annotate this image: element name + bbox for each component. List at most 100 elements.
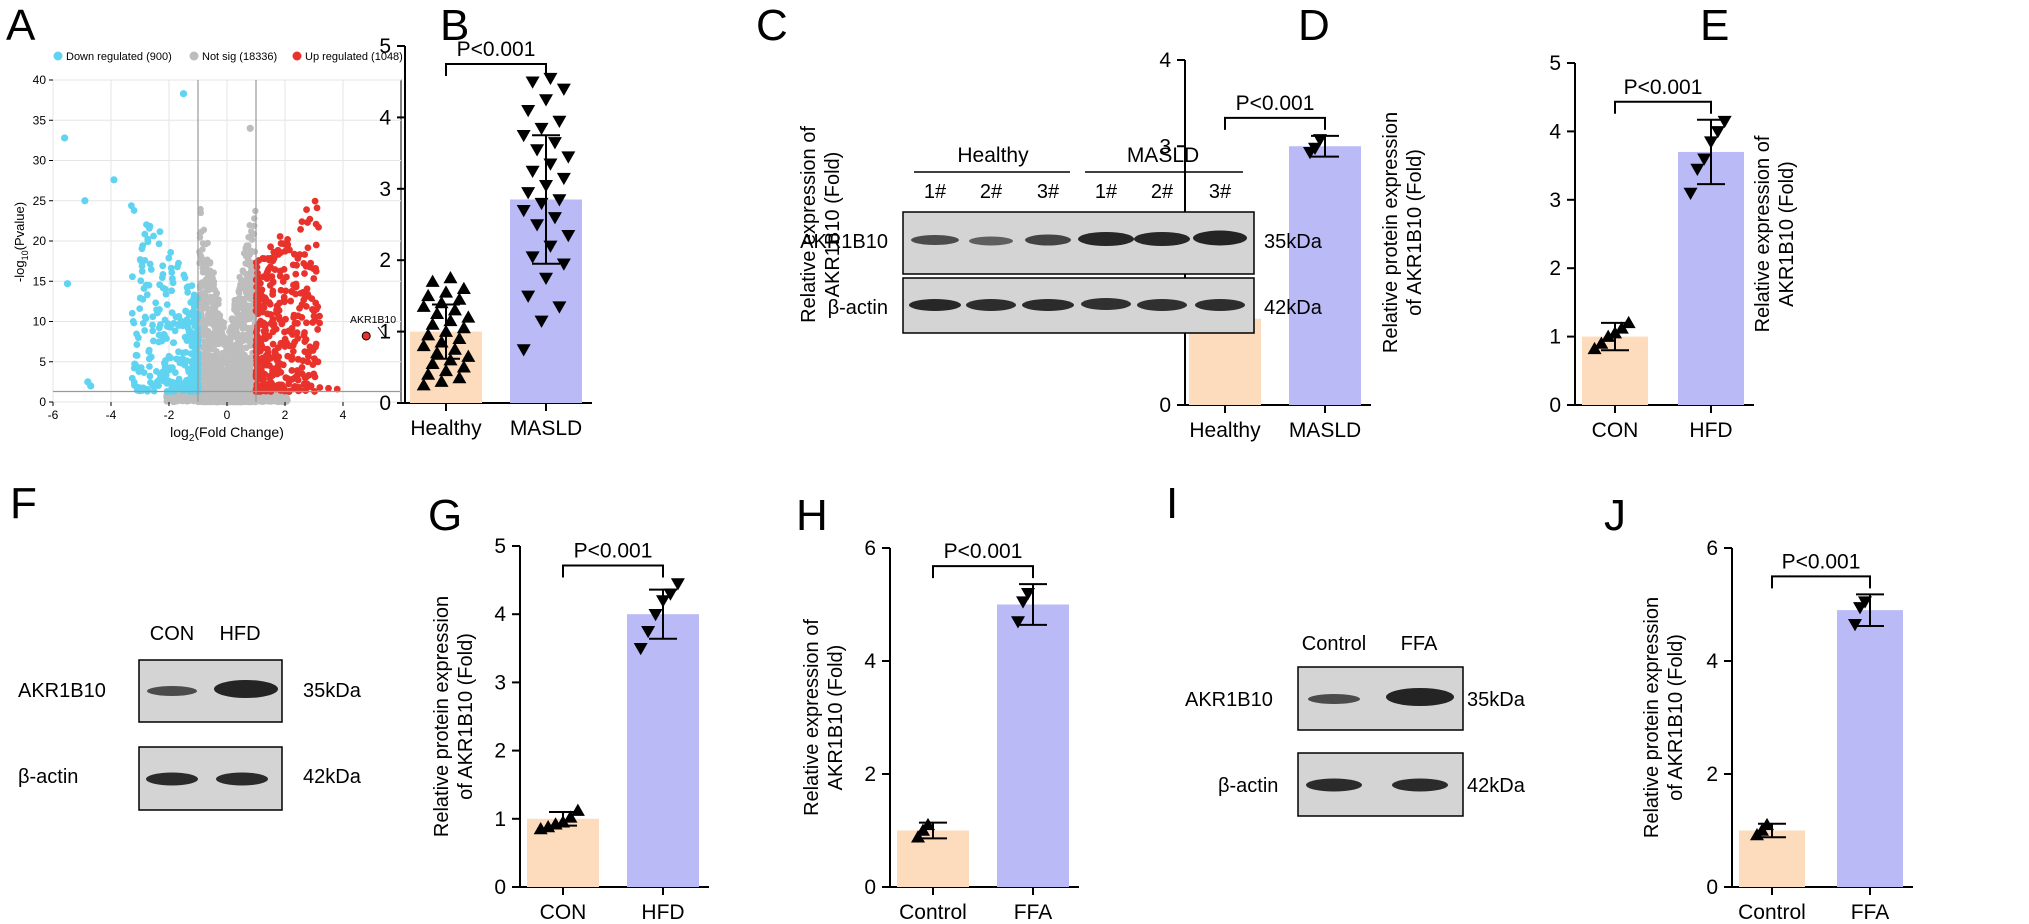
legend-swatch-up xyxy=(292,51,302,61)
point-down xyxy=(167,264,175,272)
point-notsig xyxy=(217,340,224,347)
point-up xyxy=(278,381,286,389)
blot-c-group-healthy: Healthy xyxy=(957,144,1029,167)
point-down xyxy=(183,357,191,365)
point-notsig xyxy=(239,267,247,274)
y-tick-label: 0 xyxy=(864,876,876,899)
blot-c-lane-2: 2# xyxy=(980,181,1003,203)
point-notsig xyxy=(278,393,285,400)
point-down xyxy=(174,321,182,329)
point-up xyxy=(281,343,289,350)
y-tick-label: 2 xyxy=(1706,763,1718,786)
point-up xyxy=(258,387,266,394)
point-down xyxy=(154,309,161,317)
data-point xyxy=(516,344,531,357)
data-point xyxy=(430,306,445,319)
point-up xyxy=(305,348,313,356)
y-tick-label: 4 xyxy=(864,650,876,673)
panel-letter-b: B xyxy=(440,1,469,50)
y-axis-label-line: AKR1B10 (Fold) xyxy=(825,645,847,791)
point-up xyxy=(263,270,271,277)
point-up xyxy=(253,381,261,388)
point-up xyxy=(292,283,300,291)
point-notsig xyxy=(226,338,233,345)
point-down xyxy=(169,364,176,372)
point-notsig xyxy=(245,234,252,241)
panel-letter-e: E xyxy=(1700,1,1729,50)
volcano-xlabel: log2(Fold Change) xyxy=(170,424,284,444)
point-up xyxy=(314,358,322,366)
x-tick-label: 0 xyxy=(224,408,231,422)
data-point xyxy=(556,258,571,271)
data-point xyxy=(421,288,436,302)
point-down xyxy=(158,274,166,282)
band xyxy=(147,686,197,696)
data-point xyxy=(521,187,536,200)
data-point xyxy=(547,137,562,150)
y-tick-label: 30 xyxy=(33,154,47,168)
point-notsig xyxy=(243,289,250,296)
y-axis-label-line: Relative expression of xyxy=(801,619,823,816)
bar-0 xyxy=(897,830,969,887)
band xyxy=(969,236,1013,246)
blot-c: Healthy MASLD 1# 2# 3# 1# 2# 3# AKR1B10 … xyxy=(800,144,1323,334)
point-down xyxy=(138,267,146,275)
data-point xyxy=(921,817,935,831)
point-up xyxy=(314,326,322,333)
point-up xyxy=(261,370,269,378)
point-notsig xyxy=(206,336,213,343)
y-tick-label: 5 xyxy=(1549,52,1561,75)
point-down xyxy=(159,262,167,270)
point-up xyxy=(305,371,313,379)
data-point xyxy=(521,290,536,303)
bar-chart-j: 0 2 4 6 Control FFA P<0.001 Relative protein ex… xyxy=(1641,537,1913,924)
point-up xyxy=(288,288,295,295)
point-notsig xyxy=(242,375,250,383)
x-tick-label: Control xyxy=(899,901,967,924)
point-down xyxy=(155,324,163,332)
point-down xyxy=(149,313,157,321)
point-down xyxy=(187,373,195,381)
y-tick-label: 1 xyxy=(379,321,391,344)
point-up xyxy=(293,329,301,337)
data-point xyxy=(1021,587,1035,601)
y-tick-label: 5 xyxy=(494,535,506,558)
x-tick-label: CON xyxy=(1592,419,1639,442)
point-up xyxy=(313,204,321,212)
point-up xyxy=(302,387,310,395)
blot-c-lane-5: 2# xyxy=(1151,181,1174,203)
data-point xyxy=(439,363,453,377)
point-up xyxy=(333,385,341,393)
point-up xyxy=(288,375,296,383)
blot-i-size-42: 42kDa xyxy=(1467,775,1526,797)
point-down xyxy=(129,318,137,325)
x-tick-label: -4 xyxy=(106,408,117,422)
point-down xyxy=(142,315,150,322)
data-point xyxy=(556,815,570,828)
data-point xyxy=(1011,616,1025,629)
data-point xyxy=(516,130,531,143)
y-axis-label-line: Relative expression of xyxy=(798,126,820,323)
point-up xyxy=(304,219,311,226)
data-point xyxy=(552,115,567,128)
point-down xyxy=(155,331,163,339)
point-notsig xyxy=(224,359,232,366)
point-up xyxy=(311,197,319,205)
point-notsig xyxy=(245,324,253,332)
point-down xyxy=(192,316,199,324)
point-up xyxy=(307,382,315,390)
point-up xyxy=(269,367,277,375)
point-notsig xyxy=(204,261,211,268)
blot-f-size-42: 42kDa xyxy=(303,766,362,788)
point-down xyxy=(133,386,141,394)
point-down xyxy=(156,228,164,236)
blot-f-lane-hfd: HFD xyxy=(219,623,260,645)
point-up xyxy=(297,225,304,233)
point-notsig xyxy=(246,315,254,323)
y-tick-label: 0 xyxy=(1159,394,1171,417)
point-down xyxy=(132,362,140,370)
point-down xyxy=(161,316,169,324)
point-down xyxy=(165,377,173,385)
y-tick-label: 0 xyxy=(39,395,46,409)
